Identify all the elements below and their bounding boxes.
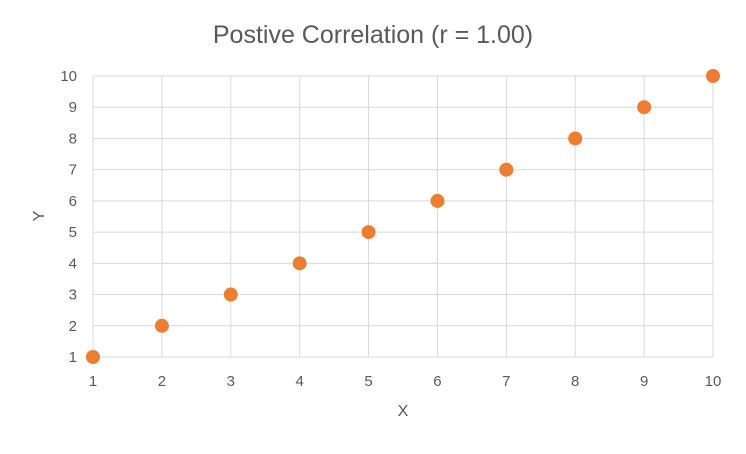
vertical-gridlines [92, 76, 714, 357]
y-tick-label: 7 [69, 162, 77, 179]
y-tick-label: 8 [69, 130, 77, 147]
x-tick-label: 6 [433, 373, 441, 390]
data-point [86, 350, 100, 364]
data-points [86, 69, 720, 364]
y-tick-label: 6 [69, 193, 77, 210]
x-tick-label: 9 [640, 373, 648, 390]
data-point [637, 100, 652, 115]
x-axis-title: X [398, 403, 409, 420]
data-point [292, 256, 307, 271]
y-axis-tick-labels: 1 2 3 4 5 6 7 8 9 10 [60, 68, 77, 366]
y-tick-label: 5 [69, 224, 77, 241]
x-tick-label: 2 [158, 373, 166, 390]
data-point [706, 69, 720, 83]
data-point [223, 287, 238, 302]
x-tick-label: 8 [571, 373, 579, 390]
horizontal-gridlines [93, 75, 713, 358]
y-tick-label: 2 [69, 318, 77, 335]
y-tick-label: 3 [69, 287, 77, 304]
data-point [568, 131, 583, 146]
data-point [154, 318, 169, 333]
data-point [430, 193, 445, 208]
x-axis-tick-labels: 1 2 3 4 5 6 7 8 9 10 [89, 373, 722, 390]
x-tick-label: 4 [295, 373, 303, 390]
y-axis-title: Y [31, 210, 48, 221]
x-tick-label: 7 [502, 373, 510, 390]
x-tick-label: 3 [227, 373, 235, 390]
x-tick-label: 1 [89, 373, 97, 390]
data-point [361, 225, 376, 240]
y-tick-label: 1 [69, 349, 77, 366]
chart-title: Postive Correlation (r = 1.00) [213, 21, 533, 49]
y-tick-label: 10 [60, 68, 77, 85]
x-tick-label: 5 [364, 373, 372, 390]
x-tick-label: 10 [705, 373, 722, 390]
y-tick-label: 9 [69, 99, 77, 116]
y-tick-label: 4 [69, 255, 77, 272]
data-point [499, 162, 514, 177]
